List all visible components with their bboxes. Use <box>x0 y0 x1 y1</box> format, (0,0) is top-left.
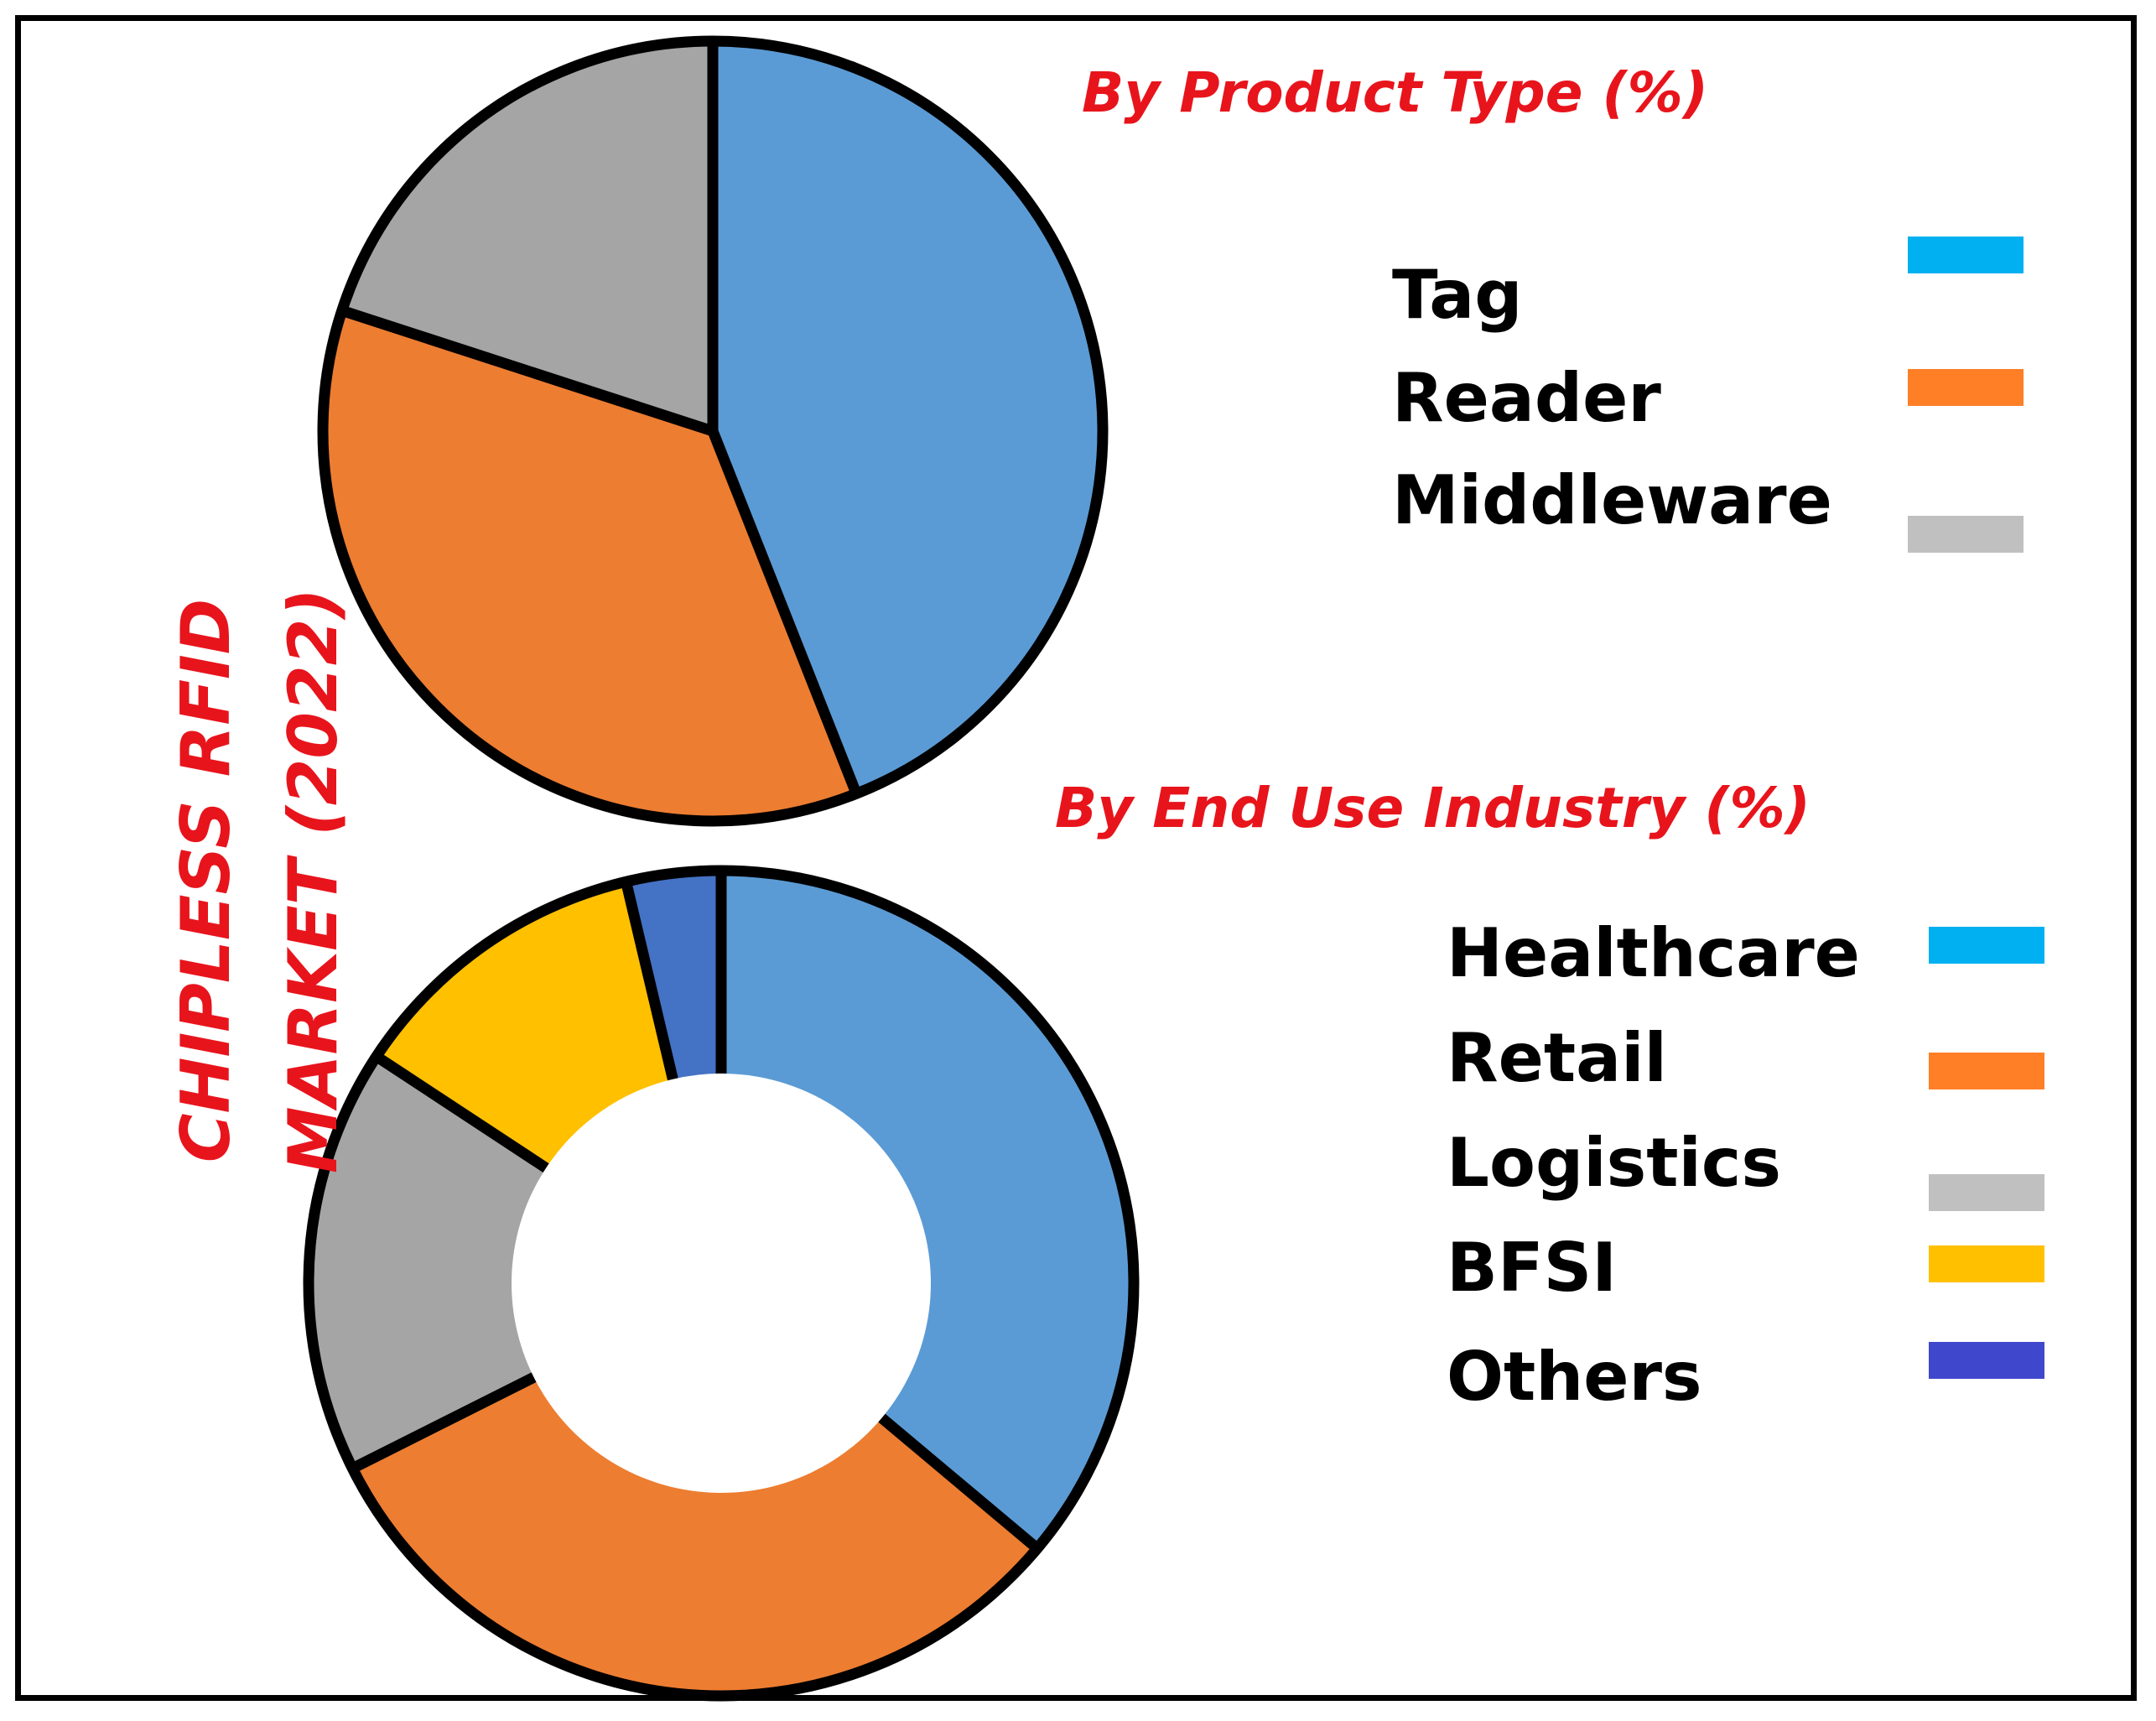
product-type-legend-label-middleware: Middleware <box>1392 461 1832 539</box>
end-use-slice-healthcare <box>721 871 1134 1549</box>
end-use-slice-retail <box>352 1377 1037 1696</box>
end-use-legend-swatch-others <box>1929 1342 2044 1379</box>
end-use-legend-label-logistics: Logistics <box>1447 1124 1781 1202</box>
chart-frame <box>15 15 2137 1701</box>
product-type-separator-middleware <box>340 305 715 437</box>
end-use-separator-others <box>621 880 678 1081</box>
product-type-slice-middleware <box>341 41 713 431</box>
end-use-legend-label-others: Others <box>1447 1338 1702 1416</box>
end-use-donut <box>303 865 1140 1702</box>
product-type-legend-swatch-tag <box>1908 237 2024 273</box>
market-side-title: CHIPLESS RFID MARKET (2022) <box>153 588 367 1173</box>
end-use-legend-swatch-bfsi <box>1929 1245 2044 1282</box>
end-use-slice-others <box>626 871 721 1079</box>
product-type-slice-tag <box>713 41 1104 794</box>
product-type-legend-label-reader: Reader <box>1392 359 1661 437</box>
product-type-legend-label-tag: Tag <box>1392 256 1523 334</box>
product-type-slice-reader <box>322 310 857 821</box>
product-type-legend-swatch-reader <box>1908 369 2024 406</box>
product-type-outline <box>317 35 1109 827</box>
end-use-legend-swatch-retail <box>1929 1053 2044 1089</box>
end-use-legend-label-bfsi: BFSI <box>1447 1229 1618 1307</box>
end-use-legend-swatch-healthcare <box>1929 927 2044 964</box>
product-type-title: By Product Type (%) <box>1082 60 1708 125</box>
end-use-legend-swatch-logistics <box>1929 1174 2044 1211</box>
end-use-legend-label-retail: Retail <box>1447 1019 1667 1097</box>
end-use-slice-bfsi <box>376 881 673 1168</box>
product-type-legend-swatch-middleware <box>1908 516 2024 553</box>
end-use-legend-label-healthcare: Healthcare <box>1447 914 1860 992</box>
end-use-outline <box>303 865 1140 1702</box>
end-use-separator-retail <box>878 1413 1042 1553</box>
end-use-separator-bfsi <box>373 1052 549 1173</box>
side-title-line1: CHIPLESS RFID <box>167 598 245 1163</box>
end-use-slice-logistics <box>308 1056 547 1469</box>
end-use-title: By End Use Industry (%) <box>1055 776 1811 840</box>
side-title-line2: MARKET (2022) <box>274 588 352 1173</box>
product-type-separator-reader <box>707 429 862 796</box>
end-use-separator-logistics <box>350 1372 537 1474</box>
product-type-pie <box>317 35 1109 827</box>
